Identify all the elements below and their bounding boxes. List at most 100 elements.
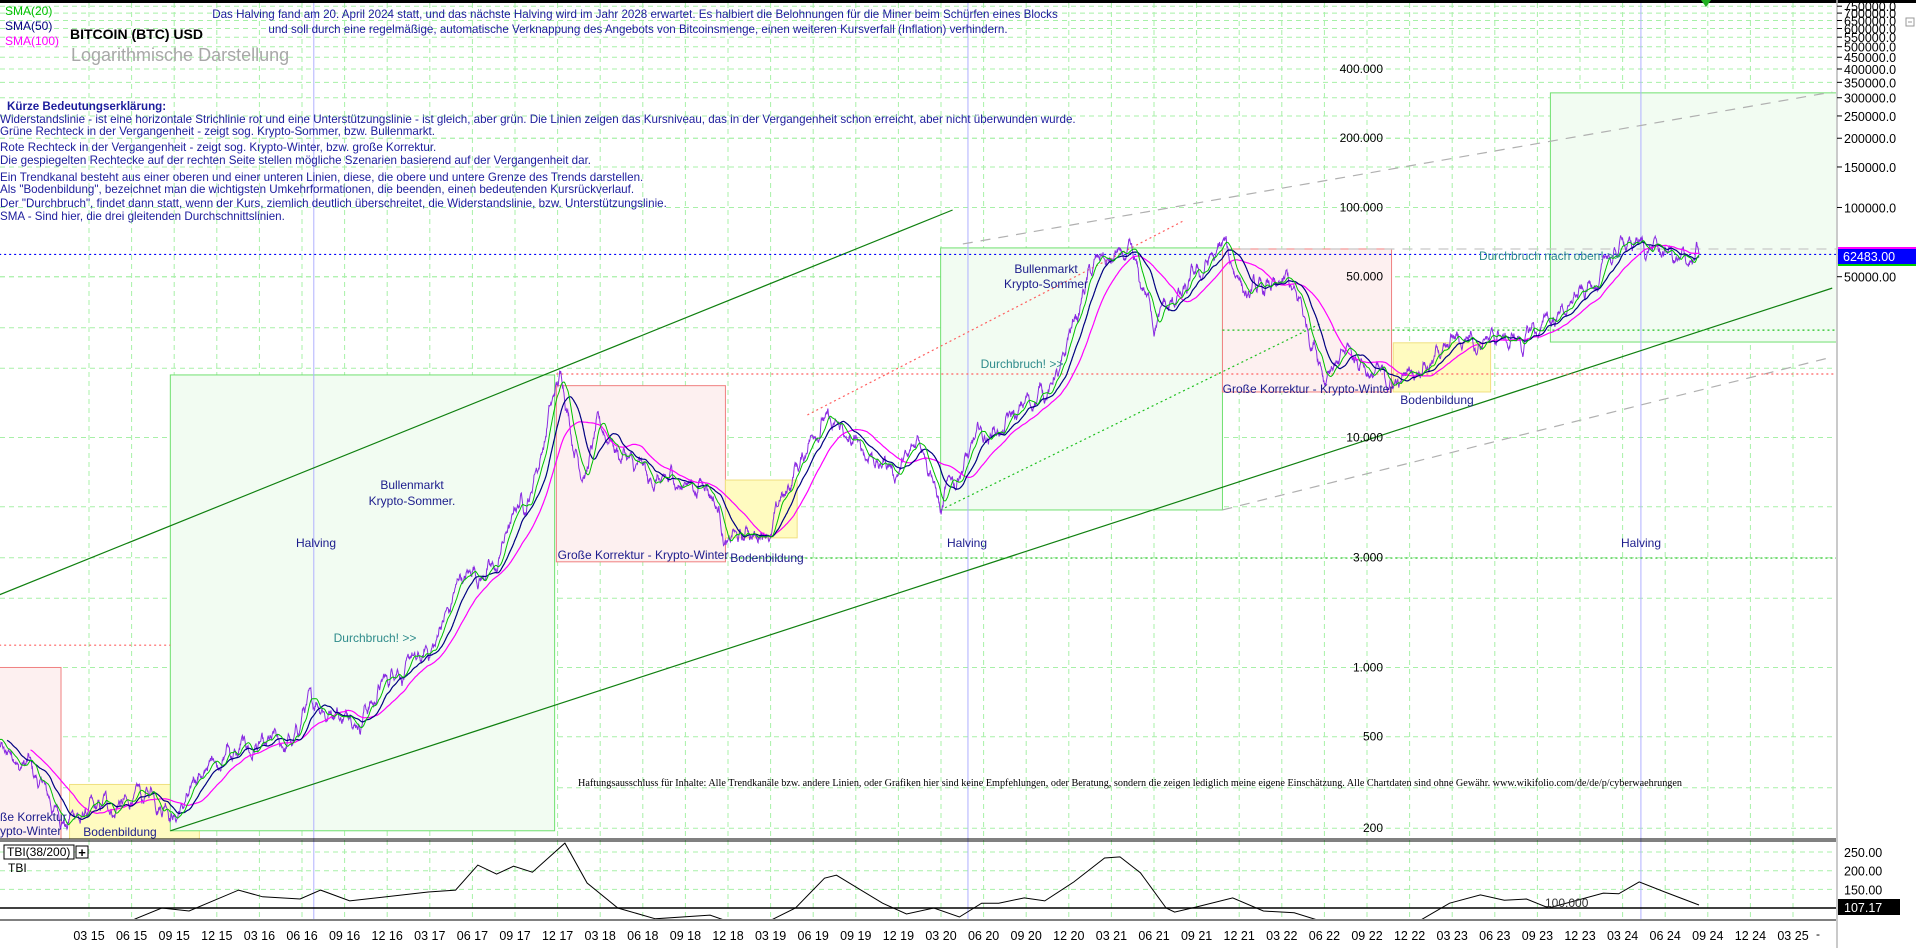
collapse-button[interactable] <box>1905 17 1915 27</box>
price-level-label: 3.000 <box>1353 551 1383 565</box>
tbi-axis-label: 200.00 <box>1844 865 1882 879</box>
date-tick-label: 06 17 <box>457 929 488 943</box>
annotation-breakout-up: Durchbruch nach oben! >> <box>1479 249 1621 263</box>
date-tick-label: 09 24 <box>1692 929 1723 943</box>
date-tick-label: 12 23 <box>1564 929 1595 943</box>
date-tick-label: 03 16 <box>244 929 275 943</box>
annotation-crypto-winter: Große Korrektur - Krypto-Winter <box>558 548 729 562</box>
axis-label: 200000.0 <box>1844 132 1896 146</box>
halving-note-line2: und soll durch eine regelmäßige, automat… <box>268 23 1007 36</box>
date-tick-label: 12 17 <box>542 929 573 943</box>
upper-trendline <box>0 209 953 596</box>
bull-zone <box>169 374 556 832</box>
axis-label: 400000.0 <box>1844 63 1896 77</box>
tbi-indicator-name: TBI(38/200) <box>7 845 70 859</box>
top-border <box>0 0 1916 3</box>
axis-label: 250000.0 <box>1844 110 1896 124</box>
legend-line: Grüne Rechteck in der Vergangenheit - ze… <box>0 125 435 138</box>
price-level-label: 200 <box>1363 821 1383 835</box>
annotation-breakout: Durchbruch! >> <box>334 631 417 645</box>
date-tick-label: 06 15 <box>116 929 147 943</box>
bear-zone <box>1221 248 1393 393</box>
date-tick-label: 03 23 <box>1437 929 1468 943</box>
date-tick-label: 09 19 <box>840 929 871 943</box>
date-tick-label: 12 19 <box>883 929 914 943</box>
legend-sma100: SMA(100) <box>5 34 59 48</box>
date-tick-label: 09 22 <box>1351 929 1382 943</box>
halving-note-line1: Das Halving fand am 20. April 2024 statt… <box>212 8 1058 21</box>
legend-line: Rote Rechteck in der Vergangenheit - zei… <box>0 141 436 154</box>
annotation-bottoming: Bodenbildung <box>730 551 803 565</box>
tbi-reference-label: 100.000 <box>1545 896 1589 910</box>
market-phase-zones <box>0 92 1836 839</box>
date-tick-label: 03 22 <box>1266 929 1297 943</box>
date-tick-label: 09 21 <box>1181 929 1212 943</box>
price-level-label: 500 <box>1363 730 1383 744</box>
date-tick-label: 06 21 <box>1138 929 1169 943</box>
annotation-bull-market: Bullenmarkt <box>380 478 444 492</box>
axis-label: 500000.0 <box>1844 41 1896 55</box>
date-axis: 03 15 06 15 09 15 12 15 03 16 06 16 09 16 12 16… <box>73 929 1808 943</box>
axis-label: 750000.0 <box>1844 0 1896 14</box>
date-tick-label: 09 17 <box>499 929 530 943</box>
sma50-line <box>6 241 1700 821</box>
date-tick-label: 06 24 <box>1650 929 1681 943</box>
tbi-panel <box>0 842 1836 919</box>
legend-line: Als "Bodenbildung", bezeichnet man die w… <box>0 183 634 196</box>
date-tick-label: 03 18 <box>585 929 616 943</box>
date-tick-label: 06 20 <box>968 929 999 943</box>
sma20-line <box>0 240 1700 826</box>
price-series <box>0 234 1700 831</box>
legend-line: Widerstandslinie - ist eine horizontale … <box>0 113 1076 126</box>
legend-line: SMA - Sind hier, die drei gleitenden Dur… <box>0 210 285 223</box>
legend-line: Die gespiegelten Rechtecke auf der recht… <box>0 154 591 167</box>
axis-label: 700000.0 <box>1844 7 1896 21</box>
annotation-bottoming: Bodenbildung <box>1400 393 1473 407</box>
price-level-label: 100.000 <box>1340 200 1384 214</box>
badge-bottom-stripe <box>1838 264 1916 266</box>
legend-sma50: SMA(50) <box>5 19 52 33</box>
annotation-halving: Halving <box>947 536 987 550</box>
price-level-label: 10.000 <box>1346 430 1383 444</box>
bottom-zone <box>1392 342 1492 393</box>
legend-line: Ein Trendkanal besteht aus einer oberen … <box>0 171 643 184</box>
date-tick-label: 12 21 <box>1224 929 1255 943</box>
lower-trendline <box>170 287 1833 832</box>
marker-triangle-icon <box>1701 0 1711 7</box>
date-tick-label: 03 17 <box>414 929 445 943</box>
annotation-halving: Halving <box>296 536 336 550</box>
annotation-crypto-winter: Große Korrektur - Krypto-Winter <box>1223 382 1394 396</box>
legend-line: Der "Durchbruch", findet dann statt, wen… <box>0 197 667 210</box>
date-tick-label: 09 20 <box>1011 929 1042 943</box>
tbi-indicator-box[interactable] <box>3 844 75 860</box>
tbi-current-badge <box>1838 899 1900 915</box>
annotation-breakout: Durchbruch! >> <box>981 357 1064 371</box>
current-price-value: 62483.00 <box>1843 250 1895 264</box>
annotation-halving: Halving <box>1621 536 1661 550</box>
tbi-expand-button[interactable] <box>75 845 89 859</box>
date-tick-label: 09 16 <box>329 929 360 943</box>
annotation-bull-market: Bullenmarkt <box>1014 262 1078 276</box>
date-tick-label: 12 18 <box>712 929 743 943</box>
annotation-winter-partial: ypto-Winter <box>0 824 61 838</box>
axis-label: 50000.00 <box>1844 271 1896 285</box>
disclaimer: Haftungsausschluss für Inhalte: Alle Tre… <box>578 778 1682 789</box>
date-tick-label: 12 24 <box>1735 929 1766 943</box>
axis-scroll-minus[interactable]: - <box>1816 927 1820 941</box>
date-tick-label: 12 20 <box>1053 929 1084 943</box>
annotation-crypto-summer: Krypto-Sommer <box>1004 277 1088 291</box>
date-tick-label: 03 21 <box>1096 929 1127 943</box>
date-tick-label: 06 22 <box>1309 929 1340 943</box>
axis-label: 600000.0 <box>1844 22 1896 36</box>
price-level-label: 1.000 <box>1353 660 1383 674</box>
bear-zone <box>555 385 726 563</box>
legend-sma20: SMA(20) <box>5 4 52 18</box>
price-level-label: 400.000 <box>1340 62 1384 76</box>
axis-label: 650000.0 <box>1844 15 1896 29</box>
axis-label: 150000.0 <box>1844 161 1896 175</box>
tbi-line <box>134 842 1700 919</box>
date-tick-label: 06 23 <box>1479 929 1510 943</box>
date-tick-label: 06 18 <box>627 929 658 943</box>
annotation-bottoming: Bodenbildung <box>83 825 156 839</box>
